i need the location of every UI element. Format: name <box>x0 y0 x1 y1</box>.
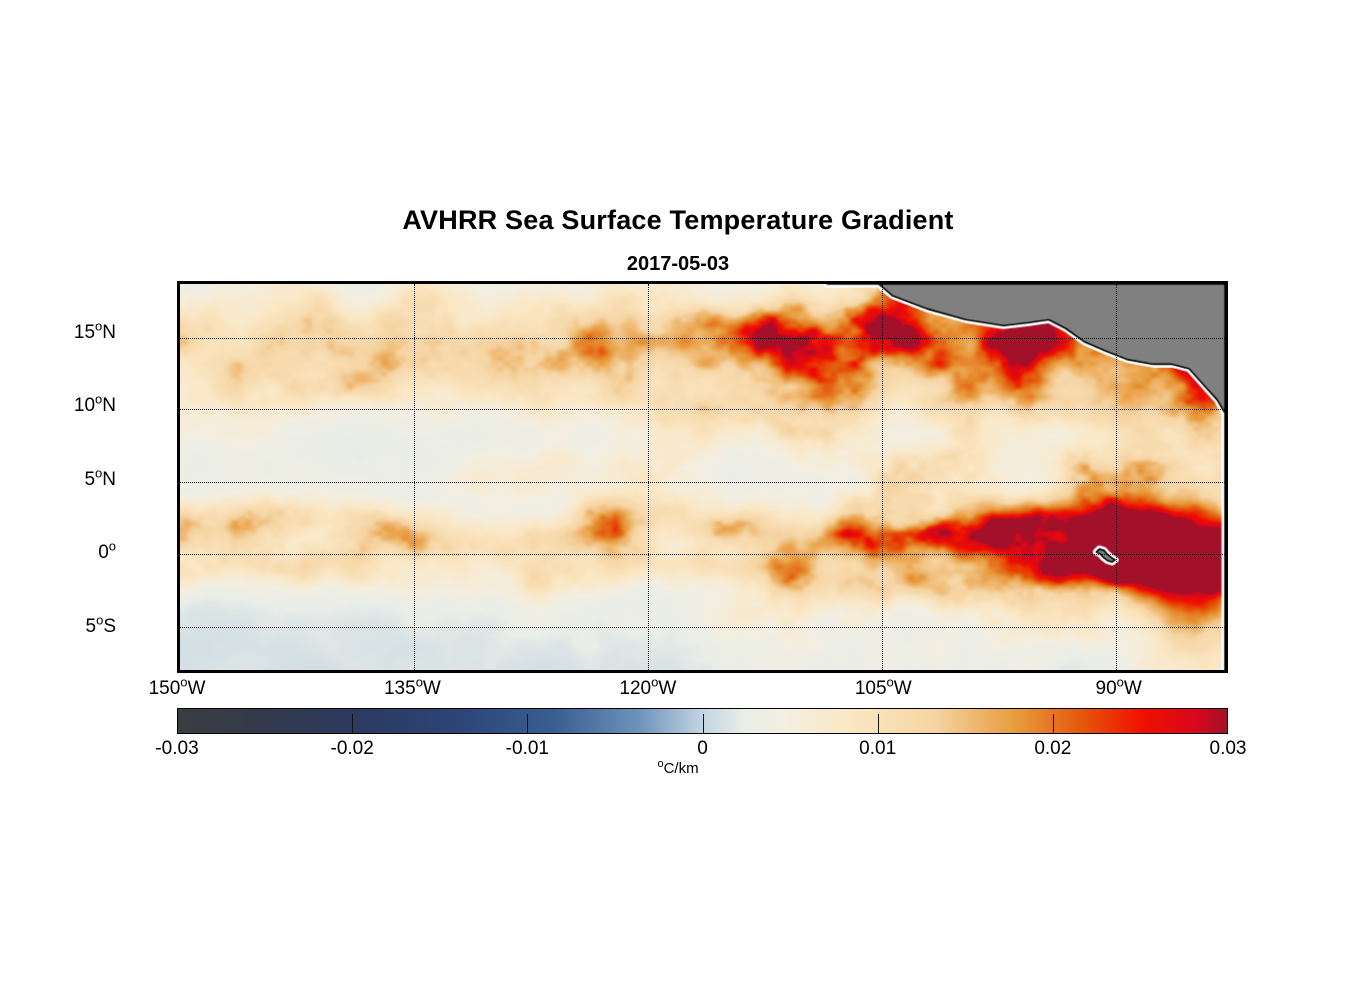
x-axis-tick-label-4: 90oW <box>1095 674 1142 699</box>
y-axis-tick-label-1: 10oN <box>73 392 116 417</box>
colorbar[interactable] <box>177 708 1228 734</box>
degree-symbol-icon: o <box>95 465 103 481</box>
x-axis-tick <box>414 281 417 284</box>
y-axis-tick <box>177 338 180 341</box>
x-axis-tick-label-0: 150oW <box>148 674 206 699</box>
figure-subtitle: 2017-05-03 <box>626 253 730 275</box>
y-axis-tick-label-0: 15oN <box>73 319 116 344</box>
degree-symbol-icon: o <box>108 539 116 555</box>
degree-symbol-icon: o <box>657 758 664 770</box>
x-axis-tick-label-3: 105oW <box>854 674 912 699</box>
colorbar-tick-label-3: 0 <box>697 738 708 759</box>
degree-symbol-icon: o <box>96 612 104 628</box>
colorbar-tick-label-2: -0.01 <box>505 738 549 759</box>
y-axis-tick-label-2: 5oN <box>84 465 116 490</box>
colorbar-tick <box>527 714 529 734</box>
x-axis-tick-label-2: 120oW <box>619 674 677 699</box>
degree-symbol-icon: o <box>180 674 188 690</box>
colorbar-tick-label-6: 0.03 <box>1209 738 1247 759</box>
y-axis-tick <box>1225 554 1228 557</box>
x-axis-tick <box>1116 281 1119 284</box>
colorbar-tick-label-1: -0.02 <box>330 738 374 759</box>
degree-symbol-icon: o <box>1116 674 1124 690</box>
map-axes[interactable] <box>177 281 1228 673</box>
y-axis-tick <box>177 554 180 557</box>
y-axis-tick <box>177 409 180 412</box>
degree-symbol-icon: o <box>886 674 894 690</box>
x-axis-tick <box>1116 670 1119 673</box>
degree-symbol-icon: o <box>95 392 103 408</box>
y-axis-tick <box>1225 338 1228 341</box>
y-axis-tick <box>177 627 180 630</box>
colorbar-tick <box>877 714 879 734</box>
colorbar-tick <box>352 714 354 734</box>
x-axis-tick <box>414 670 417 673</box>
degree-symbol-icon: o <box>651 674 659 690</box>
colorbar-tick <box>702 714 704 734</box>
y-axis-tick <box>1225 627 1228 630</box>
y-axis-tick <box>177 482 180 485</box>
sst-gradient-heatmap <box>180 284 1225 670</box>
colorbar-unit-label: oC/km <box>657 758 699 778</box>
y-axis-tick <box>1225 482 1228 485</box>
page-title: AVHRR Sea Surface Temperature Gradient <box>402 205 954 235</box>
colorbar-tick-label-5: 0.02 <box>1034 738 1072 759</box>
y-axis-tick <box>1225 409 1228 412</box>
colorbar-tick <box>1052 714 1054 734</box>
x-axis-tick <box>882 670 885 673</box>
colorbar-tick-label-0: -0.03 <box>155 738 199 759</box>
degree-symbol-icon: o <box>415 674 423 690</box>
y-axis-tick-label-4: 5oS <box>85 612 117 638</box>
x-axis-tick <box>648 281 651 284</box>
x-axis-tick <box>648 670 651 673</box>
x-axis-tick <box>180 281 183 284</box>
x-axis-tick <box>882 281 885 284</box>
degree-symbol-icon: o <box>95 319 103 335</box>
x-axis-tick <box>180 670 183 673</box>
x-axis-tick-label-1: 135oW <box>383 674 441 699</box>
y-axis-tick-label-3: 0o <box>98 539 116 564</box>
colorbar-tick-label-4: 0.01 <box>859 738 897 759</box>
